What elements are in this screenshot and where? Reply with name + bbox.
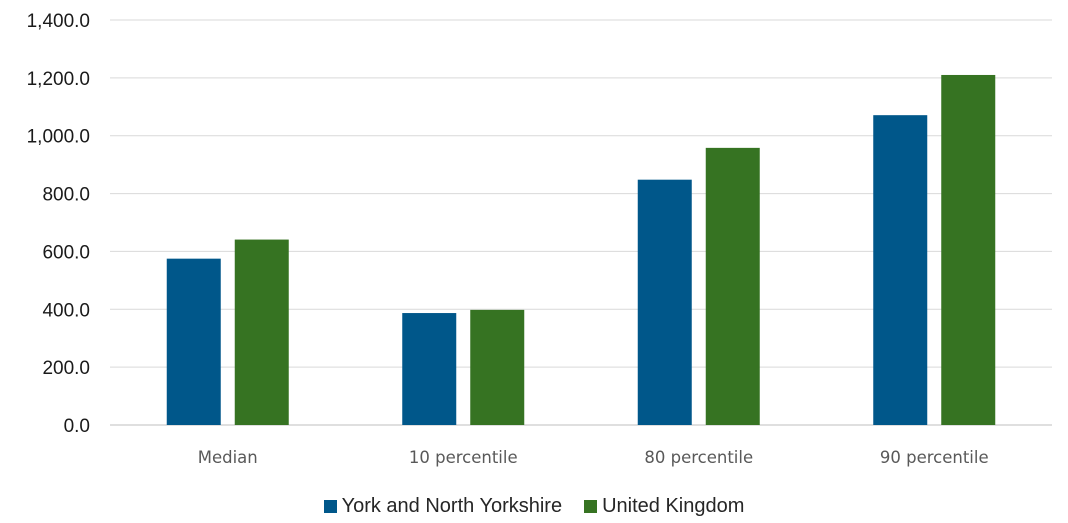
legend-label-uk: United Kingdom bbox=[602, 495, 745, 517]
y-tick-label: 1,400.0 bbox=[27, 11, 90, 32]
legend-swatch-york bbox=[323, 500, 337, 513]
bar-york bbox=[402, 313, 457, 425]
bar-york bbox=[637, 179, 692, 425]
legend-swatch-uk bbox=[584, 500, 598, 513]
bar-york bbox=[166, 258, 221, 425]
x-tick-label: Median bbox=[198, 448, 258, 467]
x-tick-label: 80 percentile bbox=[644, 448, 753, 467]
y-tick-label: 600.0 bbox=[42, 242, 90, 263]
x-tick-label: 10 percentile bbox=[409, 448, 518, 467]
legend-item-uk: United Kingdom bbox=[584, 495, 744, 518]
y-tick-label: 1,200.0 bbox=[27, 69, 90, 90]
bar-uk bbox=[234, 239, 289, 425]
legend: York and North Yorkshire United Kingdom bbox=[0, 495, 1068, 518]
legend-label-york: York and North Yorkshire bbox=[341, 495, 563, 517]
y-tick-label: 0.0 bbox=[64, 416, 90, 437]
bar-uk bbox=[705, 147, 760, 425]
x-tick-label: 90 percentile bbox=[880, 448, 989, 467]
y-tick-label: 400.0 bbox=[42, 300, 90, 321]
legend-item-york: York and North Yorkshire bbox=[323, 495, 563, 518]
bar-uk bbox=[941, 74, 996, 425]
bar-uk bbox=[470, 309, 525, 425]
bar-york bbox=[873, 115, 928, 426]
y-tick-label: 1,000.0 bbox=[27, 127, 90, 148]
bar-chart: 0.0 200.0 400.0 600.0 800.0 1,000.0 1,200.0 1,4… bbox=[27, 11, 1052, 467]
y-tick-label: 800.0 bbox=[42, 185, 90, 206]
y-tick-label: 200.0 bbox=[42, 358, 90, 379]
